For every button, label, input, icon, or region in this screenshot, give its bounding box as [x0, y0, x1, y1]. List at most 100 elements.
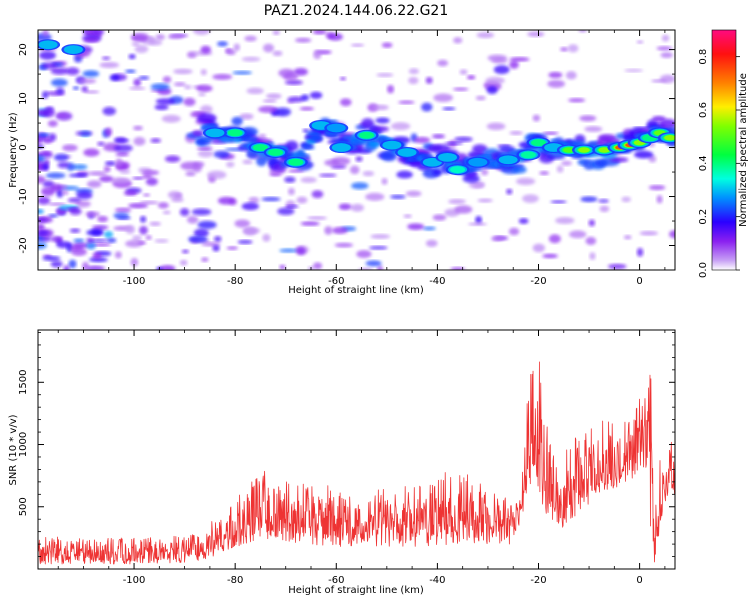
- spectrogram-noise-blob: [454, 136, 473, 142]
- colorbar: 0.0 0.2 0.4 0.6 0.8 Normalized spectral ampl…: [698, 29, 749, 278]
- spectrogram-noise-blob: [349, 165, 360, 175]
- spectrogram-noise-blob: [485, 76, 505, 85]
- spectrogram-noise-blob: [274, 107, 291, 117]
- spectrogram-noise-blob: [381, 177, 388, 185]
- spectrogram-noise-blob: [565, 71, 577, 80]
- x-tick-label: -60: [328, 575, 344, 586]
- spectrogram-noise-blob: [555, 217, 575, 225]
- y-tick-label: 1000: [18, 432, 29, 457]
- spectrogram-noise-blob: [425, 76, 433, 84]
- spectrogram-band-blob: [192, 129, 204, 137]
- spectrogram-noise-blob: [41, 108, 55, 118]
- spectrogram-noise-blob: [125, 239, 144, 248]
- spectrogram-noise-blob: [101, 56, 111, 60]
- spectrogram-noise-blob: [161, 114, 181, 123]
- spectrogram-noise-blob: [390, 122, 411, 131]
- spectrogram-noise-blob: [97, 141, 105, 146]
- spectrogram-noise-blob: [241, 202, 260, 211]
- spectrogram-noise-blob: [69, 207, 82, 216]
- spectrogram-noise-blob: [38, 137, 42, 145]
- spectrogram-noise-blob: [656, 46, 673, 51]
- spectrogram-noise-blob: [332, 226, 348, 235]
- spectrogram-noise-blob: [244, 35, 257, 42]
- spectrogram-noise-blob: [103, 165, 111, 173]
- spectrogram-noise-blob: [452, 87, 469, 91]
- spectrogram-noise-blob: [294, 37, 312, 43]
- spectrogram-noise-blob: [350, 43, 365, 47]
- spectrogram-noise-blob: [651, 79, 668, 83]
- spectrogram-noise-blob: [83, 148, 100, 157]
- spectrogram-noise-blob: [509, 131, 523, 135]
- spectrogram-noise-blob: [139, 200, 159, 205]
- spectrogram-peak: [438, 152, 457, 162]
- spectrogram-noise-blob: [266, 93, 282, 99]
- spectrogram-noise-blob: [104, 127, 113, 137]
- spectrogram-noise-blob: [157, 202, 169, 209]
- snr-ylabel: SNR (10 * v/v): [8, 414, 19, 485]
- spectrogram-noise-blob: [196, 84, 213, 92]
- spectrogram-band-blob: [432, 168, 443, 176]
- spectrogram-noise-blob: [278, 68, 295, 78]
- spectrogram-noise-blob: [42, 256, 61, 261]
- spectrogram-noise-blob: [78, 78, 97, 84]
- spectrogram-noise-blob: [351, 182, 369, 190]
- spectrogram-noise-blob: [41, 187, 55, 197]
- spectrogram-noise-blob: [340, 98, 352, 107]
- spectrogram-noise-blob: [293, 68, 308, 76]
- spectrogram-band-blob: [197, 113, 217, 124]
- spectrogram-noise-blob: [92, 30, 104, 36]
- spectrogram-noise-blob: [334, 242, 354, 248]
- spectrogram-noise-blob: [200, 105, 213, 114]
- spectrogram-noise-blob: [318, 173, 337, 177]
- spectrogram-noise-blob: [155, 34, 166, 41]
- spectrogram-noise-blob: [327, 33, 343, 41]
- spectrogram-noise-blob: [179, 208, 190, 217]
- spectrogram-noise-blob: [486, 122, 506, 131]
- spectrogram-noise-blob: [296, 196, 308, 204]
- spectrogram-noise-blob: [69, 228, 81, 233]
- spectrogram-noise-blob: [132, 176, 145, 180]
- spectrogram-noise-blob: [339, 76, 347, 81]
- spectrogram-noise-blob: [509, 57, 530, 62]
- spectrogram-noise-blob: [212, 73, 233, 80]
- spectrogram-noise-blob: [599, 205, 610, 213]
- spectrogram-peak: [450, 166, 466, 174]
- spectrogram-noise-blob: [589, 252, 596, 260]
- spectrogram-noise-blob: [88, 257, 108, 263]
- spectrogram-noise-blob: [192, 161, 205, 168]
- spectrogram-frame: [37, 29, 676, 271]
- spectrogram-peak: [63, 45, 83, 54]
- spectrogram-noise-blob: [179, 259, 188, 266]
- spectrogram-peak: [288, 158, 304, 166]
- colorbar-tick-label: 0.2: [698, 209, 709, 225]
- spectrogram-noise-blob: [92, 242, 112, 247]
- spectrogram-noise-blob: [133, 78, 142, 87]
- spectrogram-peak: [38, 40, 58, 50]
- spectrogram-noise-blob: [518, 218, 529, 224]
- spectrogram-noise-blob: [450, 267, 465, 270]
- spectrogram-noise-blob: [139, 215, 147, 223]
- spectrogram-noise-blob: [381, 42, 393, 48]
- spectrogram-noise-blob: [83, 90, 100, 94]
- spectrogram-peak: [520, 151, 536, 159]
- spectrogram-noise-blob: [248, 196, 260, 204]
- spectrogram-noise-blob: [444, 141, 464, 145]
- spectrogram-noise-blob: [661, 34, 670, 42]
- spectrogram-noise-blob: [476, 32, 495, 39]
- spectrogram-noise-blob: [125, 225, 136, 235]
- spectrogram-noise-blob: [125, 69, 136, 74]
- x-tick-label: -80: [227, 276, 243, 287]
- spectrogram-noise-blob: [45, 172, 66, 179]
- spectrogram-noise-blob: [81, 86, 89, 93]
- spectrogram-noise-blob: [42, 30, 49, 37]
- colorbar-gradient: [712, 30, 736, 270]
- spectrogram-noise-blob: [365, 260, 382, 267]
- spectrogram-noise-blob: [263, 43, 275, 53]
- spectrogram-noise-blob: [313, 262, 323, 270]
- spectrogram-noise-blob: [532, 243, 545, 253]
- spectrogram-noise-blob: [539, 171, 550, 176]
- spectrogram-noise-blob: [171, 197, 184, 203]
- spectrogram-peak: [227, 129, 243, 137]
